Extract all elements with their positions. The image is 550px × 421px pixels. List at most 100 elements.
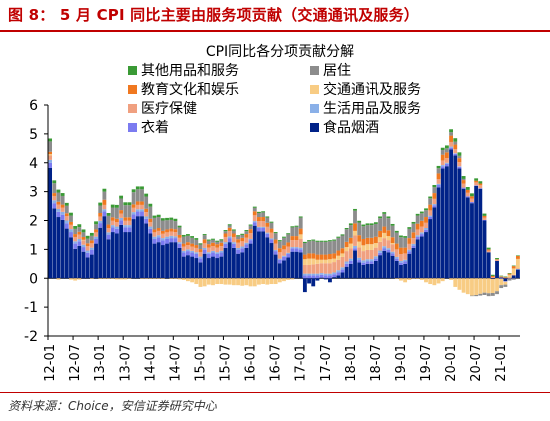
bar-segment <box>60 193 65 196</box>
bar-segment <box>119 210 124 214</box>
bar-segment <box>515 268 520 270</box>
bar-segment <box>319 263 324 274</box>
bar-segment <box>499 277 504 279</box>
bar-segment <box>399 235 403 238</box>
bar-segment <box>403 237 408 248</box>
bar-segment <box>106 212 111 216</box>
bar-segment <box>94 229 98 233</box>
bar-segment <box>114 218 119 223</box>
bar-segment <box>307 275 311 279</box>
bar-segment <box>240 237 245 242</box>
bar-segment <box>507 278 512 281</box>
y-tick-label: 0 <box>29 271 38 287</box>
bar-segment <box>85 246 90 251</box>
bar-segment <box>353 235 357 246</box>
bar-segment <box>436 168 441 174</box>
bar-segment <box>311 253 316 259</box>
bar-segment <box>56 192 61 202</box>
bar-segment <box>457 166 462 169</box>
bar-segment <box>244 234 249 238</box>
legend-swatch <box>128 123 137 132</box>
bar-segment <box>202 235 207 240</box>
bar-segment <box>261 228 266 232</box>
x-tick-label: 13-01 <box>93 344 108 382</box>
bar-segment <box>48 141 53 152</box>
bar-segment <box>507 273 512 274</box>
bar-segment <box>482 292 487 295</box>
bar-segment <box>127 220 132 226</box>
legend-swatch <box>310 85 319 94</box>
bar-segment <box>353 223 357 231</box>
bar-segment <box>428 198 433 205</box>
bar-segment <box>231 229 236 231</box>
x-tick-label: 15-07 <box>219 344 234 382</box>
bar-segment <box>64 213 69 217</box>
bar-segment <box>160 220 165 231</box>
bar-segment <box>302 254 307 260</box>
bar-segment <box>390 255 395 279</box>
bar-segment <box>165 229 169 233</box>
y-tick-label: 2 <box>29 214 38 230</box>
bar-segment <box>165 217 169 221</box>
bar-segment <box>470 196 474 199</box>
bar-segment <box>114 278 119 280</box>
bar-segment <box>206 247 211 253</box>
bar-segment <box>273 232 278 234</box>
bar-segment <box>440 278 445 282</box>
bar-segment <box>248 229 253 234</box>
bar-segment <box>231 247 236 279</box>
bar-segment <box>470 198 474 203</box>
bar-segment <box>273 239 278 244</box>
bar-segment <box>248 224 253 226</box>
bar-segment <box>453 141 458 145</box>
legend-swatch <box>128 66 137 75</box>
bar-segment <box>319 277 324 279</box>
bar-segment <box>127 217 132 221</box>
bar-segment <box>69 232 73 238</box>
bar-segment <box>169 228 174 232</box>
bar-segment <box>499 276 504 277</box>
bar-segment <box>411 247 416 279</box>
bar-segment <box>140 189 144 202</box>
bar-segment <box>365 259 370 262</box>
bar-segment <box>378 255 382 279</box>
bar-segment <box>298 238 303 248</box>
bar-segment <box>273 278 278 285</box>
bar-segment <box>160 278 165 279</box>
bar-segment <box>286 253 291 258</box>
bar-segment <box>478 278 483 294</box>
bar-segment <box>449 149 454 279</box>
bar-segment <box>223 247 228 279</box>
bar-segment <box>319 259 324 264</box>
bar-segment <box>353 245 357 249</box>
bar-segment <box>181 256 186 279</box>
bar-segment <box>348 223 353 226</box>
bar-segment <box>336 237 341 251</box>
bar-segment <box>286 252 291 254</box>
bar-segment <box>177 225 182 228</box>
bar-segment <box>419 211 424 214</box>
bar-segment <box>181 246 186 251</box>
bar-segment <box>286 242 291 247</box>
bar-segment <box>277 278 282 283</box>
bar-segment <box>486 250 491 253</box>
bar-segment <box>344 229 349 242</box>
bar-segment <box>85 257 90 279</box>
bar-segment <box>181 250 186 253</box>
bar-segment <box>336 259 341 271</box>
bar-segment <box>198 256 203 259</box>
bar-segment <box>386 248 391 250</box>
bar-segment <box>365 261 370 264</box>
bar-segment <box>144 208 149 213</box>
bar-segment <box>152 229 157 233</box>
bar-segment <box>470 295 474 297</box>
bar-segment <box>307 264 311 274</box>
bar-segment <box>123 205 128 218</box>
bar-segment <box>369 263 374 279</box>
bar-segment <box>482 220 487 279</box>
bar-segment <box>323 254 328 260</box>
bar-segment <box>48 151 53 155</box>
bar-segment <box>219 239 224 241</box>
bar-segment <box>478 185 483 189</box>
